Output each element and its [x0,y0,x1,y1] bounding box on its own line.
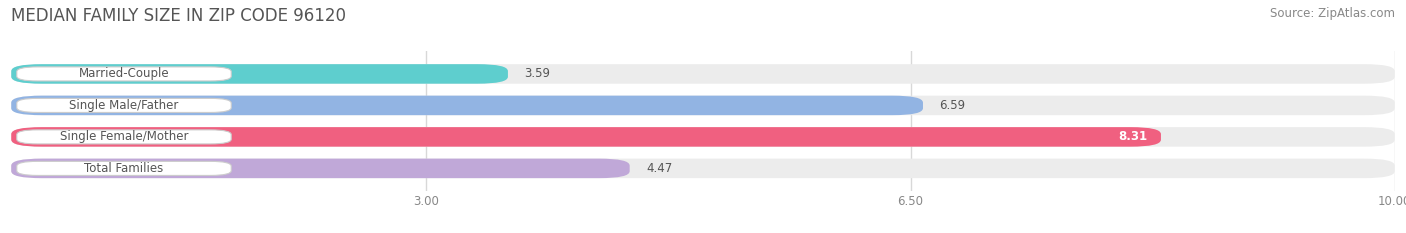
FancyBboxPatch shape [17,67,231,81]
Text: Single Male/Father: Single Male/Father [69,99,179,112]
FancyBboxPatch shape [11,96,922,115]
Text: Source: ZipAtlas.com: Source: ZipAtlas.com [1270,7,1395,20]
FancyBboxPatch shape [11,64,1395,84]
Text: Total Families: Total Families [84,162,163,175]
FancyBboxPatch shape [17,161,231,175]
Text: 4.47: 4.47 [647,162,672,175]
Text: 8.31: 8.31 [1118,130,1147,143]
FancyBboxPatch shape [11,64,508,84]
Text: Married-Couple: Married-Couple [79,67,169,80]
FancyBboxPatch shape [17,98,231,113]
FancyBboxPatch shape [11,159,1395,178]
FancyBboxPatch shape [11,96,1395,115]
Text: 6.59: 6.59 [939,99,966,112]
Text: MEDIAN FAMILY SIZE IN ZIP CODE 96120: MEDIAN FAMILY SIZE IN ZIP CODE 96120 [11,7,346,25]
Text: Single Female/Mother: Single Female/Mother [59,130,188,143]
FancyBboxPatch shape [17,130,231,144]
FancyBboxPatch shape [11,127,1161,147]
Text: 3.59: 3.59 [524,67,551,80]
FancyBboxPatch shape [11,127,1395,147]
FancyBboxPatch shape [11,159,630,178]
